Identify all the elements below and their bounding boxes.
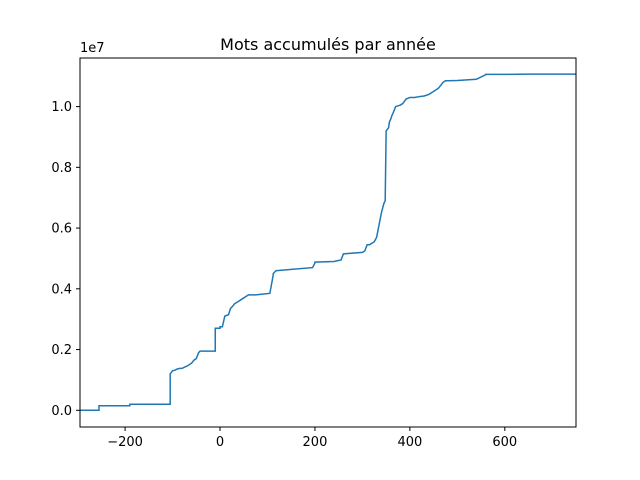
x-axis-ticks: −200 0 200 400 600 bbox=[107, 427, 517, 450]
axes-frame bbox=[79, 57, 577, 428]
y-offset-label: 1e7 bbox=[80, 41, 105, 56]
y-tick-label: 0.2 bbox=[51, 343, 72, 358]
plot-layer bbox=[80, 73, 576, 412]
y-tick-label: 0.8 bbox=[51, 161, 72, 176]
x-tick-label: 0 bbox=[216, 435, 224, 450]
y-tick-label: 0.4 bbox=[51, 282, 72, 297]
series-line-0 bbox=[80, 73, 576, 412]
x-tick-label: −200 bbox=[107, 435, 143, 450]
y-axis-ticks: 0.0 0.2 0.4 0.6 0.8 1.0 bbox=[51, 100, 80, 419]
x-tick-label: 400 bbox=[397, 435, 422, 450]
chart-title: Mots accumulés par année bbox=[220, 35, 436, 54]
x-tick-label: 600 bbox=[492, 435, 517, 450]
x-tick-label: 200 bbox=[303, 435, 328, 450]
y-tick-label: 1.0 bbox=[51, 100, 72, 115]
y-tick-label: 0.0 bbox=[51, 404, 72, 419]
y-tick-label: 0.6 bbox=[51, 222, 72, 237]
